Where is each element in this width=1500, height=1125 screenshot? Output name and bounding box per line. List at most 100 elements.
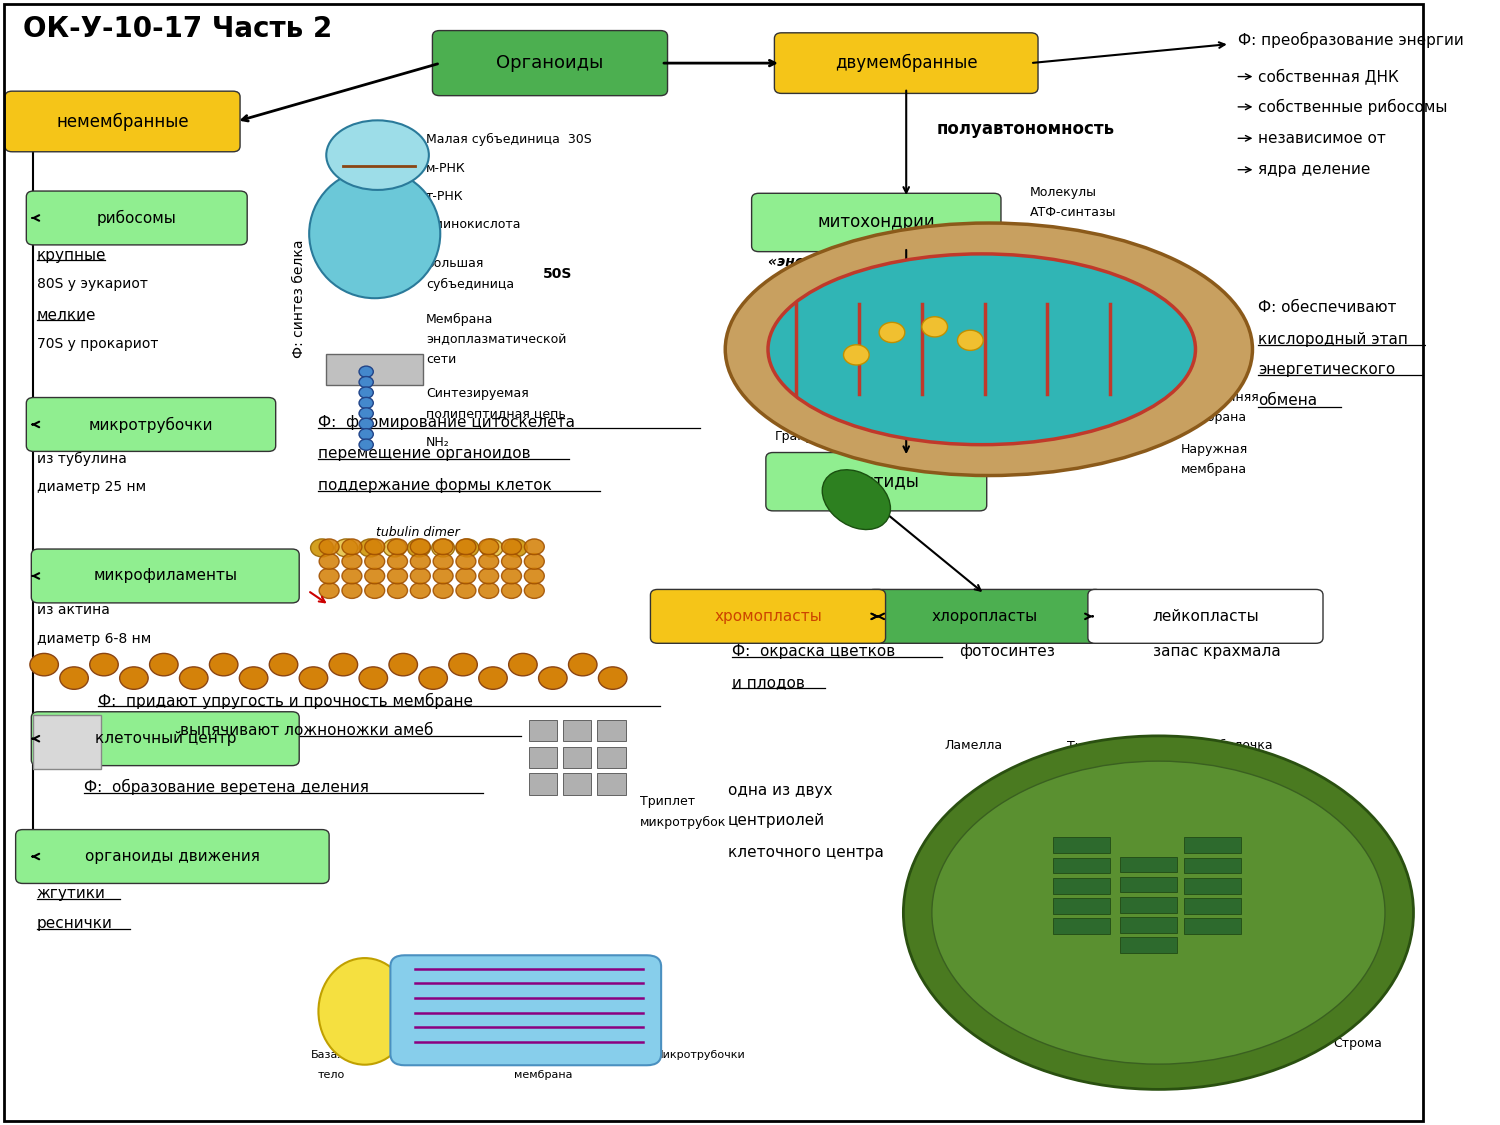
- Bar: [562, 774, 591, 794]
- Circle shape: [328, 654, 357, 676]
- Bar: [1053, 918, 1110, 934]
- FancyBboxPatch shape: [4, 91, 240, 152]
- Circle shape: [525, 554, 544, 569]
- Circle shape: [525, 568, 544, 584]
- Text: диаметр 25 нм: диаметр 25 нм: [38, 480, 146, 494]
- Circle shape: [320, 568, 339, 584]
- Circle shape: [419, 667, 447, 690]
- Ellipse shape: [822, 470, 891, 530]
- Text: из актина: из актина: [38, 603, 109, 616]
- Circle shape: [922, 317, 948, 336]
- Text: мембрана: мембрана: [514, 1070, 573, 1080]
- Bar: [1120, 876, 1178, 892]
- Circle shape: [358, 667, 387, 690]
- Circle shape: [358, 377, 374, 388]
- Circle shape: [456, 583, 476, 598]
- Circle shape: [843, 344, 868, 364]
- Text: Кристы: Кристы: [825, 335, 874, 348]
- FancyBboxPatch shape: [27, 191, 248, 245]
- Text: микротрубок: микротрубок: [640, 817, 726, 829]
- Text: хлоропласты: хлоропласты: [932, 609, 1038, 624]
- Circle shape: [433, 568, 453, 584]
- FancyBboxPatch shape: [867, 590, 1102, 643]
- FancyBboxPatch shape: [432, 30, 668, 96]
- Circle shape: [320, 583, 339, 598]
- Bar: [1184, 918, 1240, 934]
- Circle shape: [320, 554, 339, 569]
- Text: АТФ-синтазы: АТФ-синтазы: [1030, 206, 1116, 219]
- Text: пластиды: пластиды: [834, 472, 920, 490]
- Text: органоиды движения: органоиды движения: [86, 849, 260, 864]
- Text: Грана: Грана: [1041, 1000, 1082, 1014]
- Bar: [1184, 898, 1240, 914]
- Bar: [597, 720, 626, 741]
- Bar: [597, 774, 626, 794]
- Circle shape: [879, 323, 904, 342]
- Text: Триплет: Триплет: [640, 795, 694, 808]
- Text: эндоплазматической: эндоплазматической: [426, 333, 567, 345]
- Text: Микротрубочки: Микротрубочки: [654, 1050, 746, 1060]
- Text: NH₂: NH₂: [426, 435, 450, 449]
- Text: 80S у эукариот: 80S у эукариот: [38, 277, 148, 291]
- Text: клеточного центра: клеточного центра: [728, 845, 884, 860]
- Text: сети: сети: [426, 353, 456, 366]
- Text: хромопласты: хромопласты: [714, 609, 822, 624]
- Circle shape: [433, 583, 453, 598]
- Text: двумембранные: двумембранные: [836, 54, 978, 72]
- FancyBboxPatch shape: [32, 549, 299, 603]
- Circle shape: [320, 539, 339, 555]
- Circle shape: [310, 539, 333, 557]
- FancyBboxPatch shape: [27, 397, 276, 451]
- Text: полуавтономность: полуавтономность: [936, 120, 1114, 138]
- Circle shape: [387, 554, 408, 569]
- FancyBboxPatch shape: [390, 955, 662, 1065]
- Circle shape: [364, 568, 384, 584]
- FancyBboxPatch shape: [766, 452, 987, 511]
- Text: Оболочка: Оболочка: [1209, 739, 1274, 752]
- Text: Базальное: Базальное: [310, 1050, 372, 1060]
- Circle shape: [448, 654, 477, 676]
- Ellipse shape: [318, 958, 411, 1064]
- Bar: [1120, 897, 1178, 912]
- Ellipse shape: [903, 736, 1413, 1089]
- Circle shape: [270, 654, 298, 676]
- Text: Ламелла: Ламелла: [945, 739, 1004, 752]
- Text: Ф:  формирование цитоскелета: Ф: формирование цитоскелета: [318, 415, 574, 430]
- Circle shape: [478, 554, 498, 569]
- Circle shape: [180, 667, 209, 690]
- Text: энергетического: энергетического: [1258, 362, 1395, 377]
- Circle shape: [456, 539, 476, 555]
- Text: Строма: Строма: [1334, 1037, 1383, 1051]
- Text: рибосомы: рибосомы: [98, 210, 177, 226]
- Bar: [528, 747, 556, 768]
- Circle shape: [240, 667, 268, 690]
- Text: Ф:  окраска цветков: Ф: окраска цветков: [732, 644, 896, 658]
- FancyBboxPatch shape: [1088, 590, 1323, 643]
- Circle shape: [210, 654, 238, 676]
- FancyBboxPatch shape: [774, 33, 1038, 93]
- Circle shape: [120, 667, 148, 690]
- Circle shape: [358, 439, 374, 450]
- Text: крупные: крупные: [38, 248, 106, 262]
- Circle shape: [478, 568, 498, 584]
- Text: мелкие: мелкие: [38, 308, 96, 323]
- Text: Ф:  образование веретена деления: Ф: образование веретена деления: [84, 778, 369, 795]
- Circle shape: [358, 418, 374, 430]
- Circle shape: [342, 539, 362, 555]
- Bar: [562, 720, 591, 741]
- Circle shape: [411, 583, 430, 598]
- Circle shape: [387, 568, 408, 584]
- Ellipse shape: [768, 254, 1196, 444]
- Circle shape: [456, 539, 478, 557]
- Circle shape: [501, 583, 522, 598]
- Circle shape: [504, 539, 526, 557]
- Text: кислородный этап: кислородный этап: [1258, 332, 1408, 346]
- Text: собственные рибосомы: собственные рибосомы: [1258, 99, 1448, 115]
- Text: tubulin dimer: tubulin dimer: [376, 525, 460, 539]
- Text: Ф: синтез белка: Ф: синтез белка: [292, 240, 306, 358]
- Text: микрофиламенты: микрофиламенты: [93, 568, 237, 584]
- Circle shape: [598, 667, 627, 690]
- Circle shape: [358, 407, 374, 418]
- Text: независимое от: независимое от: [1258, 130, 1386, 146]
- Bar: [1184, 878, 1240, 893]
